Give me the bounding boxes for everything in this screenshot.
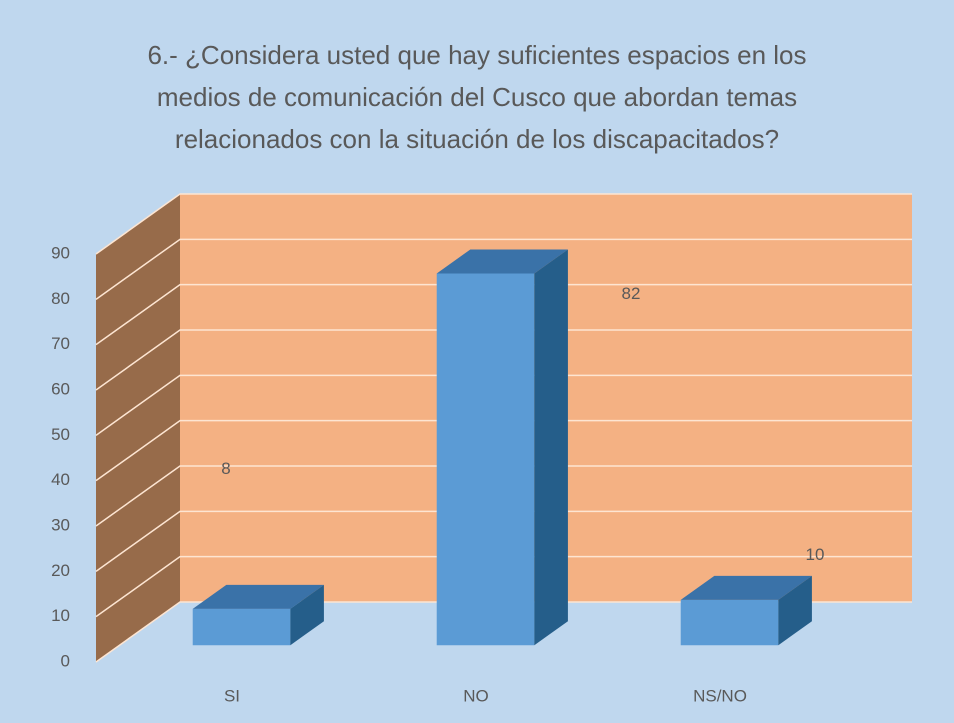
y-tick-label: 0 [61,651,70,670]
grid-line [95,238,912,300]
side-wall [96,194,180,662]
bar-front [680,599,779,646]
y-tick-label: 60 [51,379,70,398]
x-tick-label: NO [463,686,489,705]
y-tick-label: 70 [51,334,70,353]
x-tick-label: NS/NO [693,686,747,705]
y-tick-label: 80 [51,289,70,308]
grid-line [95,555,912,618]
grid-line [95,465,912,527]
bar-front [192,608,291,646]
grid-line [95,329,912,391]
bar-front [436,273,535,646]
grid-line [95,283,912,346]
grid-line [95,510,912,572]
chart-title: 6.- ¿Considera usted que hay suficientes… [147,40,807,154]
y-tick-label: 50 [51,425,70,444]
value-label: 10 [806,545,825,564]
x-tick-label: SI [224,686,240,705]
bar-side [534,249,568,646]
value-label: 82 [622,284,641,303]
bar-top [680,575,812,600]
bar-side [290,584,324,646]
grid-line [95,601,912,663]
value-label: 8 [221,459,230,478]
grid-line [95,193,912,255]
grid-line [95,419,912,482]
bar-top [192,584,324,609]
y-tick-label: 90 [51,243,70,262]
grid-line [95,374,912,436]
bar-side [778,575,812,646]
y-tick-label: 10 [51,606,70,625]
bar-top [436,249,568,274]
y-tick-label: 30 [51,515,70,534]
y-tick-label: 20 [51,561,70,580]
y-tick-label: 40 [51,470,70,489]
